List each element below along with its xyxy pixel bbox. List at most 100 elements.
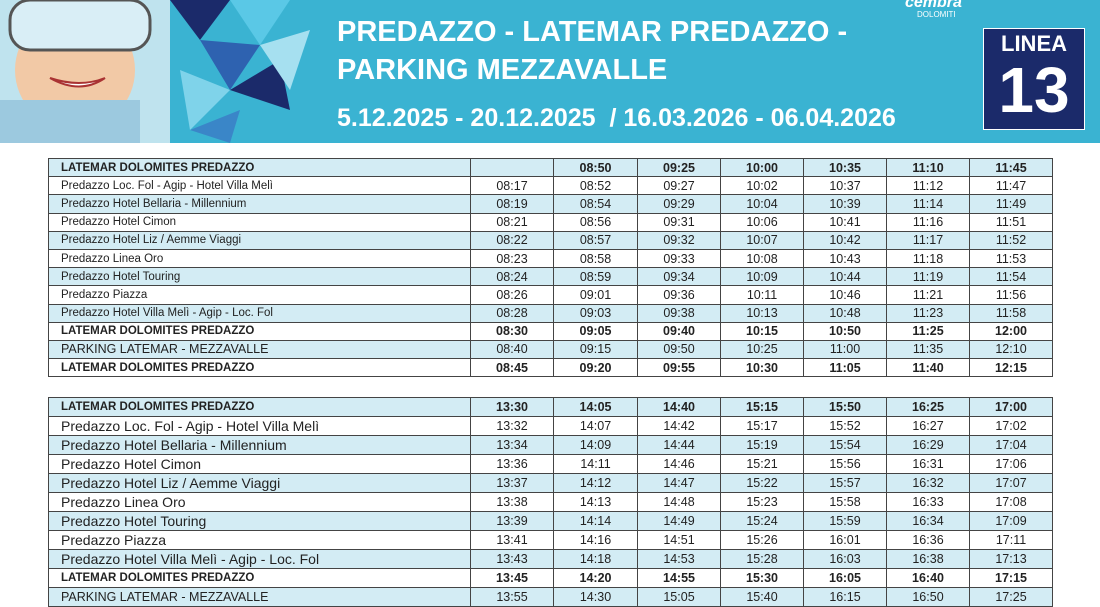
stop-name: LATEMAR DOLOMITES PREDAZZO xyxy=(49,159,471,178)
time-cell: 11:23 xyxy=(887,304,970,323)
table-row: Predazzo Hotel Villa Melì - Agip - Loc. … xyxy=(49,550,1053,569)
table-row: Predazzo Hotel Touring 08:24 08:59 09:34 10:… xyxy=(49,268,1053,287)
time-cell: 17:06 xyxy=(970,455,1053,474)
time-cell: 09:15 xyxy=(554,340,638,360)
time-cell: 16:36 xyxy=(887,531,970,550)
time-cell: 13:55 xyxy=(471,588,554,607)
time-cell: 11:51 xyxy=(970,213,1053,232)
time-cell: 16:05 xyxy=(804,569,887,588)
time-cell: 11:49 xyxy=(970,195,1053,214)
time-cell: 09:36 xyxy=(638,286,721,305)
stop-name: PARKING LATEMAR - MEZZAVALLE xyxy=(49,340,471,360)
table-row: Predazzo Hotel Bellaria - Millennium 13:3… xyxy=(49,436,1053,455)
time-cell: 15:40 xyxy=(721,588,804,607)
time-cell: 15:05 xyxy=(638,588,721,607)
time-cell: 15:24 xyxy=(721,512,804,531)
time-cell: 09:31 xyxy=(638,213,721,232)
time-cell: 16:03 xyxy=(804,550,887,569)
time-cell: 16:31 xyxy=(887,455,970,474)
time-cell: 15:19 xyxy=(721,436,804,455)
stop-name: Predazzo Hotel Bellaria - Millennium xyxy=(49,195,471,214)
time-cell: 13:43 xyxy=(471,550,554,569)
time-cell: 11:21 xyxy=(887,286,970,305)
time-cell: 16:50 xyxy=(887,588,970,607)
logo-sub: DOLOMITI xyxy=(917,10,956,19)
time-cell: 10:37 xyxy=(804,177,887,196)
time-cell: 13:36 xyxy=(471,455,554,474)
time-cell: 10:02 xyxy=(721,177,804,196)
table-row: Predazzo Hotel Cimon 08:21 08:56 09:31 10:06… xyxy=(49,213,1053,232)
stop-name: Predazzo Loc. Fol - Agip - Hotel Villa M… xyxy=(49,177,471,196)
time-cell: 12:15 xyxy=(970,359,1053,378)
time-cell: 11:54 xyxy=(970,268,1053,287)
table-row: LATEMAR DOLOMITES PREDAZZO 13:45 14:20 14:5… xyxy=(49,569,1053,588)
time-cell: 16:33 xyxy=(887,493,970,512)
time-cell: 15:21 xyxy=(721,455,804,474)
time-cell: 10:09 xyxy=(721,268,804,287)
time-cell: 14:13 xyxy=(554,493,638,512)
time-cell: 10:04 xyxy=(721,195,804,214)
time-cell: 17:08 xyxy=(970,493,1053,512)
logo-name: cembra xyxy=(905,0,962,11)
time-cell: 14:07 xyxy=(554,417,638,436)
table-row: Predazzo Hotel Liz / Aemme Viaggi 08:22 08… xyxy=(49,231,1053,250)
time-cell: 08:58 xyxy=(554,249,638,269)
time-cell: 14:12 xyxy=(554,474,638,493)
time-cell: 10:46 xyxy=(804,286,887,305)
time-cell: 14:30 xyxy=(554,588,638,607)
header: PREDAZZO - LATEMAR PREDAZZO - PARKING ME… xyxy=(0,0,1100,143)
time-cell: 15:30 xyxy=(721,569,804,588)
time-cell: 10:42 xyxy=(804,231,887,250)
time-cell: 08:56 xyxy=(554,213,638,232)
table-row: Predazzo Hotel Liz / Aemme Viaggi 13:37 14… xyxy=(49,474,1053,493)
time-cell: 10:48 xyxy=(804,304,887,323)
time-cell: 09:20 xyxy=(554,359,638,378)
time-cell: 10:25 xyxy=(721,340,804,360)
table-row: Predazzo Loc. Fol - Agip - Hotel Villa M… xyxy=(49,417,1053,436)
time-cell: 15:26 xyxy=(721,531,804,550)
time-cell: 14:47 xyxy=(638,474,721,493)
time-cell: 10:15 xyxy=(721,322,804,341)
time-cell: 14:55 xyxy=(638,569,721,588)
time-cell: 17:13 xyxy=(970,550,1053,569)
table-row: Predazzo Piazza 08:26 09:01 09:36 10:11 10:46… xyxy=(49,286,1053,305)
time-cell: 15:54 xyxy=(804,436,887,455)
time-cell: 11:47 xyxy=(970,177,1053,196)
stop-name: Predazzo Piazza xyxy=(49,531,471,550)
table-row: LATEMAR DOLOMITES PREDAZZO 08:50 09:25 10:0… xyxy=(49,159,1053,178)
table-row: LATEMAR DOLOMITES PREDAZZO 13:30 14:05 14:4… xyxy=(49,398,1053,417)
title-line: PREDAZZO - LATEMAR PREDAZZO - xyxy=(337,16,848,48)
time-cell: 08:57 xyxy=(554,231,638,250)
time-cell: 10:11 xyxy=(721,286,804,305)
stop-name: LATEMAR DOLOMITES PREDAZZO xyxy=(49,322,471,341)
stop-name: LATEMAR DOLOMITES PREDAZZO xyxy=(49,398,471,417)
time-cell: 14:20 xyxy=(554,569,638,588)
time-cell: 14:48 xyxy=(638,493,721,512)
time-cell: 09:05 xyxy=(554,322,638,341)
line-label: LINEA xyxy=(1001,31,1067,56)
stop-name: Predazzo Hotel Liz / Aemme Viaggi xyxy=(49,474,471,493)
table-row: Predazzo Linea Oro 13:38 14:13 14:48 15:23 15… xyxy=(49,493,1053,512)
table-row: LATEMAR DOLOMITES PREDAZZO 08:45 09:20 09:5… xyxy=(49,359,1053,378)
time-cell: 17:11 xyxy=(970,531,1053,550)
stop-name: Predazzo Hotel Touring xyxy=(49,268,471,287)
time-cell: 14:49 xyxy=(638,512,721,531)
time-cell: 17:00 xyxy=(970,398,1053,417)
time-cell: 10:39 xyxy=(804,195,887,214)
stop-name: Predazzo Hotel Liz / Aemme Viaggi xyxy=(49,231,471,250)
table-row: PARKING LATEMAR - MEZZAVALLE 08:40 09:15 09… xyxy=(49,340,1053,360)
time-cell: 11:10 xyxy=(887,159,970,178)
time-cell: 14:09 xyxy=(554,436,638,455)
stop-name: Predazzo Loc. Fol - Agip - Hotel Villa M… xyxy=(49,417,471,436)
time-cell: 08:40 xyxy=(471,340,554,360)
table-row: Predazzo Loc. Fol - Agip - Hotel Villa M… xyxy=(49,177,1053,196)
stop-name: Predazzo Linea Oro xyxy=(49,249,471,269)
time-cell: 15:59 xyxy=(804,512,887,531)
time-cell: 09:25 xyxy=(638,159,721,178)
time-cell: 08:50 xyxy=(554,159,638,178)
line-number: 13 xyxy=(998,54,1070,126)
table-row: Predazzo Hotel Bellaria - Millennium 08:1… xyxy=(49,195,1053,214)
time-cell: 16:25 xyxy=(887,398,970,417)
time-cell: 11:12 xyxy=(887,177,970,196)
